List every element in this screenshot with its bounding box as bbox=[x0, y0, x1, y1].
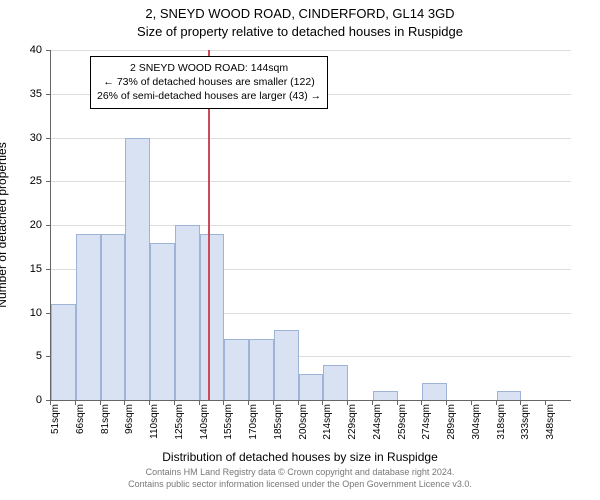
x-tick-label: 333sqm bbox=[520, 404, 531, 454]
histogram-bar bbox=[101, 234, 126, 400]
histogram-bar bbox=[200, 234, 225, 400]
y-tick-label: 15 bbox=[0, 263, 42, 275]
y-tick-mark bbox=[46, 94, 51, 95]
x-tick-label: 96sqm bbox=[124, 404, 135, 454]
histogram-bar bbox=[249, 339, 274, 400]
histogram-bar bbox=[224, 339, 249, 400]
y-tick-label: 5 bbox=[0, 350, 42, 362]
y-tick-label: 20 bbox=[0, 219, 42, 231]
x-tick-label: 200sqm bbox=[298, 404, 309, 454]
y-tick-label: 10 bbox=[0, 307, 42, 319]
x-tick-label: 289sqm bbox=[446, 404, 457, 454]
y-tick-label: 0 bbox=[0, 394, 42, 406]
y-tick-label: 40 bbox=[0, 44, 42, 56]
x-tick-label: 348sqm bbox=[545, 404, 556, 454]
x-tick-label: 229sqm bbox=[347, 404, 358, 454]
y-tick-label: 30 bbox=[0, 132, 42, 144]
annotation-line-2: ← 73% of detached houses are smaller (12… bbox=[97, 75, 321, 89]
histogram-bar bbox=[299, 374, 324, 400]
histogram-bar bbox=[497, 391, 522, 400]
annotation-line-1: 2 SNEYD WOOD ROAD: 144sqm bbox=[97, 61, 321, 75]
x-tick-label: 214sqm bbox=[322, 404, 333, 454]
y-tick-mark bbox=[46, 225, 51, 226]
histogram-bar bbox=[125, 138, 150, 401]
histogram-bar bbox=[422, 383, 447, 401]
histogram-bar bbox=[175, 225, 200, 400]
y-tick-mark bbox=[46, 50, 51, 51]
chart-title-address: 2, SNEYD WOOD ROAD, CINDERFORD, GL14 3GD bbox=[0, 6, 600, 21]
y-tick-mark bbox=[46, 138, 51, 139]
histogram-bar bbox=[51, 304, 76, 400]
x-tick-label: 125sqm bbox=[174, 404, 185, 454]
chart-title-sub: Size of property relative to detached ho… bbox=[0, 24, 600, 39]
x-tick-label: 51sqm bbox=[50, 404, 61, 454]
annotation-box: 2 SNEYD WOOD ROAD: 144sqm ← 73% of detac… bbox=[90, 56, 328, 109]
footer-attribution: Contains HM Land Registry data © Crown c… bbox=[0, 467, 600, 490]
histogram-bar bbox=[150, 243, 175, 401]
x-tick-label: 304sqm bbox=[471, 404, 482, 454]
x-tick-label: 170sqm bbox=[248, 404, 259, 454]
x-tick-label: 81sqm bbox=[100, 404, 111, 454]
y-tick-label: 25 bbox=[0, 175, 42, 187]
histogram-bar bbox=[76, 234, 101, 400]
histogram-bar bbox=[323, 365, 348, 400]
footer-line-2: Contains public sector information licen… bbox=[0, 479, 600, 491]
histogram-bar bbox=[373, 391, 398, 400]
x-tick-label: 140sqm bbox=[199, 404, 210, 454]
x-tick-label: 110sqm bbox=[149, 404, 160, 454]
x-tick-label: 259sqm bbox=[397, 404, 408, 454]
gridline bbox=[51, 50, 571, 51]
x-tick-label: 185sqm bbox=[273, 404, 284, 454]
x-tick-label: 66sqm bbox=[75, 404, 86, 454]
footer-line-1: Contains HM Land Registry data © Crown c… bbox=[0, 467, 600, 479]
y-tick-mark bbox=[46, 269, 51, 270]
y-tick-label: 35 bbox=[0, 88, 42, 100]
x-tick-label: 244sqm bbox=[372, 404, 383, 454]
histogram-bar bbox=[274, 330, 299, 400]
x-tick-label: 318sqm bbox=[496, 404, 507, 454]
x-tick-label: 155sqm bbox=[223, 404, 234, 454]
x-tick-label: 274sqm bbox=[421, 404, 432, 454]
chart-container: 2, SNEYD WOOD ROAD, CINDERFORD, GL14 3GD… bbox=[0, 0, 600, 500]
annotation-line-3: 26% of semi-detached houses are larger (… bbox=[97, 89, 321, 103]
y-tick-mark bbox=[46, 181, 51, 182]
